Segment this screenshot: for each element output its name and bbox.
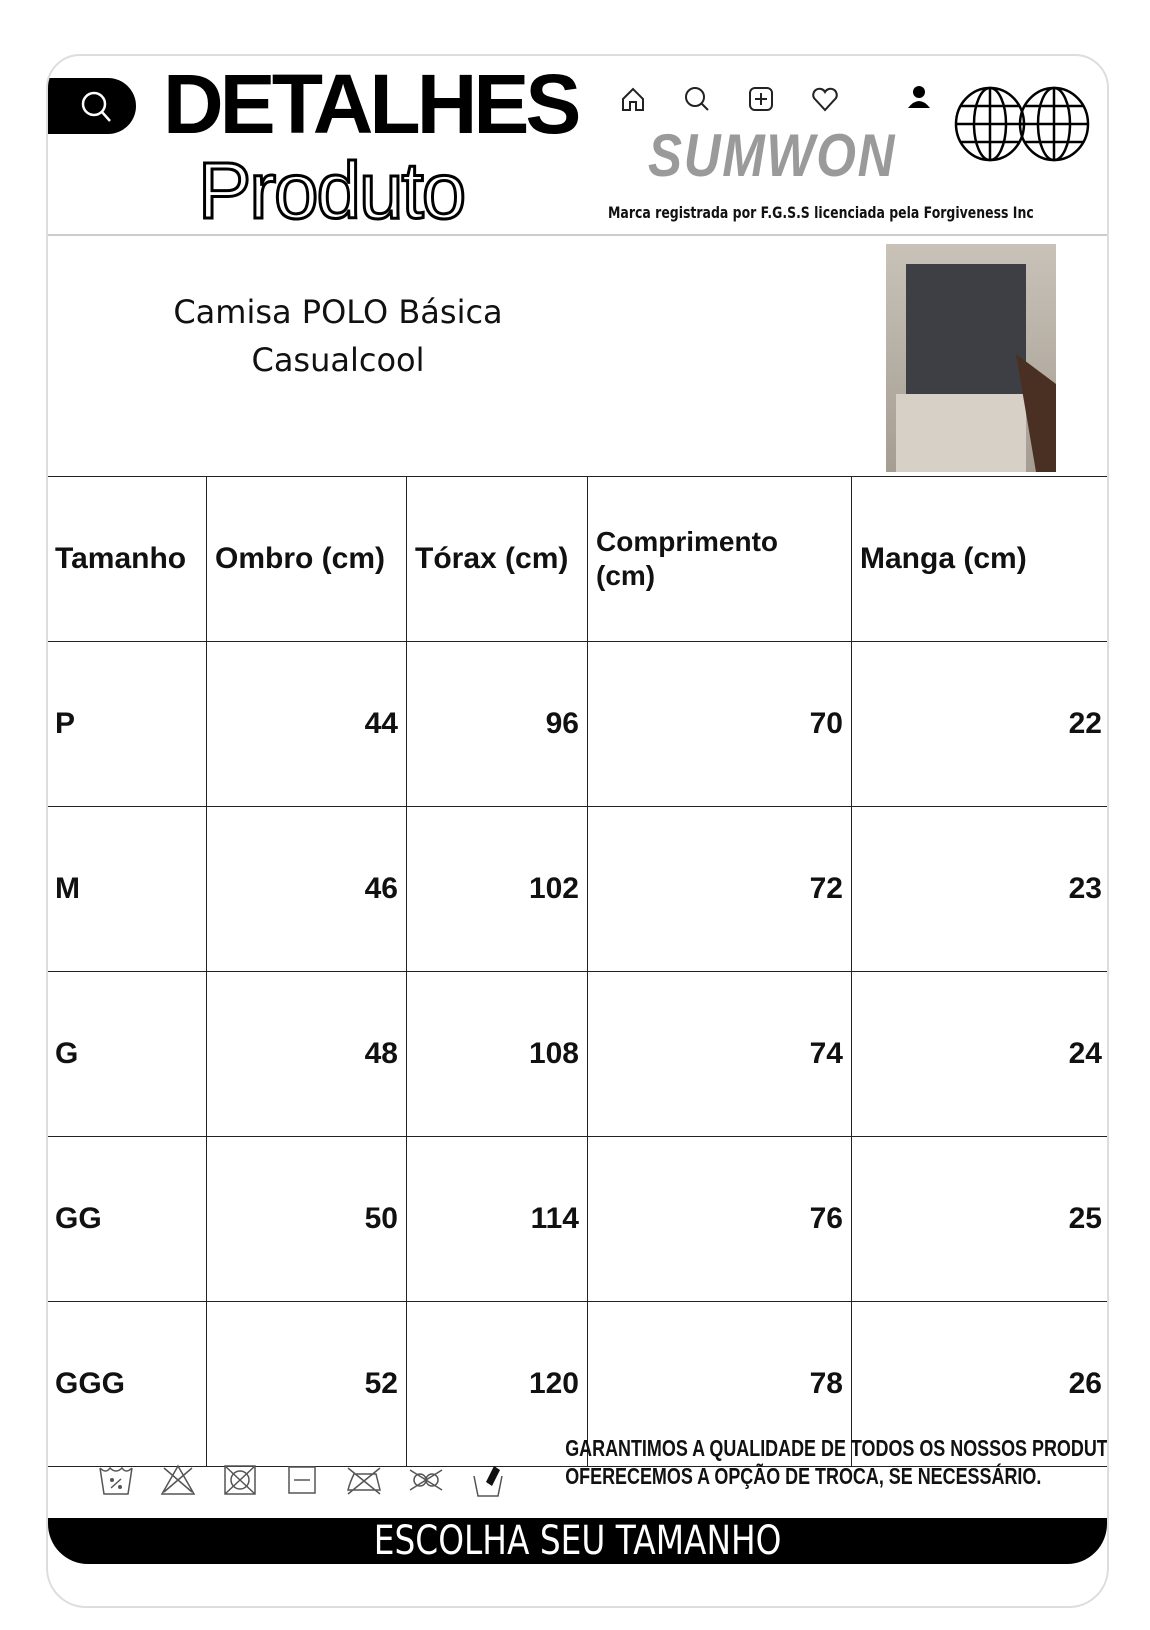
header-length: Comprimento (cm) [587,476,852,642]
no-iron-icon [344,1460,384,1500]
banner-text: ESCOLHA SEU TAMANHO [373,1518,782,1564]
size-cell: M [48,806,207,972]
measure-cell: 120 [406,1301,588,1467]
guarantee-line-2: OFERECEMOS A OPÇÃO DE TROCA, SE NECESSÁR… [565,1463,1042,1489]
measure-cell: 48 [206,971,407,1137]
header-chest: Tórax (cm) [406,476,588,642]
registration-text: Marca registrada por F.G.S.S licenciada … [608,203,1034,222]
measure-cell: 23 [851,806,1107,972]
measure-cell: 50 [206,1136,407,1302]
measure-cell: 78 [587,1301,852,1467]
measure-cell: 70 [587,641,852,807]
user-icon[interactable] [902,82,936,116]
home-icon[interactable] [616,82,650,116]
measure-cell: 114 [406,1136,588,1302]
product-photo [886,244,1056,472]
table-row: M 46 102 72 23 [48,806,1107,972]
search-icon [81,91,111,122]
header-size: Tamanho [48,476,207,642]
heart-icon[interactable] [808,82,842,116]
measure-cell: 25 [851,1136,1107,1302]
title-produto: Produto [196,146,467,235]
dry-flat-icon [282,1460,322,1500]
no-dry-clean-icon [406,1460,446,1500]
choose-size-banner: ESCOLHA SEU TAMANHO [48,1518,1107,1564]
measure-cell: 96 [406,641,588,807]
hand-wash-icon [468,1460,508,1500]
wash-30-icon [96,1460,136,1500]
size-chart-card: DETALHES Produto SUMWON Marca registrada… [46,54,1109,1608]
size-table: Tamanho Ombro (cm) Tórax (cm) Compriment… [48,476,1107,1467]
no-tumble-dry-icon [220,1460,260,1500]
footer: GARANTIMOS A QUALIDADE DE TODOS OS NOSSO… [48,1408,1107,1564]
product-subname: Casualcool [251,341,425,379]
product-name: Camisa POLO Básica [173,293,503,331]
table-row: GG 50 114 76 25 [48,1136,1107,1302]
no-bleach-icon [158,1460,198,1500]
guarantee-line-1: GARANTIMOS A QUALIDADE DE TODOS OS NOSSO… [565,1435,1109,1461]
search-icon[interactable] [680,82,714,116]
product-section: Camisa POLO Básica Casualcool [48,238,1107,476]
brand-name: SUMWON [648,122,897,189]
table-row: P 44 96 70 22 [48,641,1107,807]
add-icon[interactable] [744,82,778,116]
measure-cell: 26 [851,1301,1107,1467]
table-row: G 48 108 74 24 [48,971,1107,1137]
measure-cell: 76 [587,1136,852,1302]
measure-cell: 72 [587,806,852,972]
measure-cell: 46 [206,806,407,972]
size-cell: G [48,971,207,1137]
measure-cell: 44 [206,641,407,807]
size-cell: P [48,641,207,807]
measure-cell: 24 [851,971,1107,1137]
measure-cell: 74 [587,971,852,1137]
header-sleeve: Manga (cm) [851,476,1107,642]
search-button[interactable] [48,78,136,134]
measure-cell: 102 [406,806,588,972]
measure-cell: 52 [206,1301,407,1467]
size-cell: GG [48,1136,207,1302]
header-shoulder: Ombro (cm) [206,476,407,642]
measure-cell: 22 [851,641,1107,807]
header: DETALHES Produto SUMWON Marca registrada… [48,56,1107,236]
globe-icon [954,86,1090,162]
table-row: GGG 52 120 78 26 [48,1301,1107,1467]
title-detalhes: DETALHES [163,57,581,151]
measure-cell: 108 [406,971,588,1137]
